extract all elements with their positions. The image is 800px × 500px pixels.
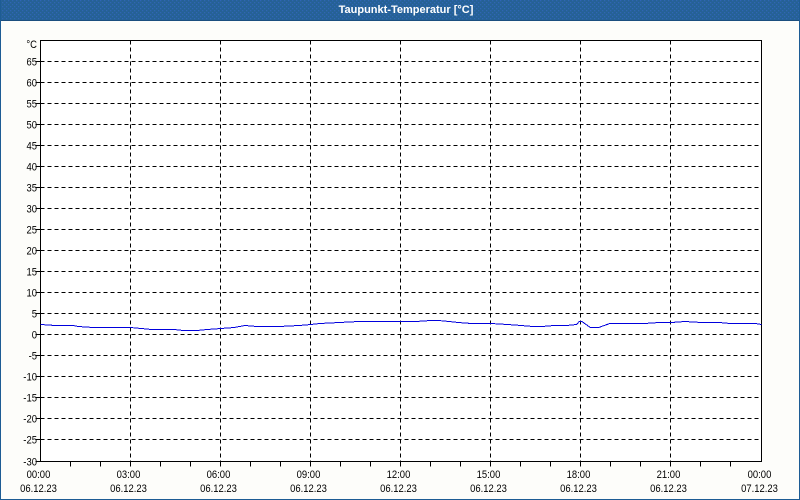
svg-text:-10: -10 bbox=[23, 372, 37, 384]
svg-text:10: 10 bbox=[27, 288, 38, 300]
svg-text:03:00: 03:00 bbox=[117, 469, 141, 481]
svg-text:00:00: 00:00 bbox=[27, 469, 51, 481]
svg-text:40: 40 bbox=[27, 162, 38, 174]
svg-text:09:00: 09:00 bbox=[297, 469, 321, 481]
svg-text:0: 0 bbox=[32, 330, 37, 342]
svg-text:21:00: 21:00 bbox=[657, 469, 681, 481]
svg-text:25: 25 bbox=[27, 225, 38, 237]
svg-text:-20: -20 bbox=[23, 414, 37, 426]
svg-text:60: 60 bbox=[27, 78, 38, 90]
svg-text:20: 20 bbox=[27, 246, 38, 258]
svg-text:07.12.23: 07.12.23 bbox=[741, 483, 778, 495]
svg-text:15:00: 15:00 bbox=[477, 469, 501, 481]
svg-text:06.12.23: 06.12.23 bbox=[110, 483, 147, 495]
svg-text:15: 15 bbox=[27, 267, 38, 279]
svg-text:30: 30 bbox=[27, 204, 38, 216]
svg-text:-5: -5 bbox=[29, 351, 37, 363]
svg-text:06.12.23: 06.12.23 bbox=[650, 483, 687, 495]
svg-text:06.12.23: 06.12.23 bbox=[20, 483, 57, 495]
svg-text:45: 45 bbox=[27, 141, 38, 153]
svg-text:06.12.23: 06.12.23 bbox=[290, 483, 327, 495]
svg-text:18:00: 18:00 bbox=[567, 469, 591, 481]
svg-text:55: 55 bbox=[27, 99, 38, 111]
svg-text:°C: °C bbox=[26, 39, 37, 51]
svg-text:-25: -25 bbox=[23, 435, 37, 447]
svg-text:06.12.23: 06.12.23 bbox=[200, 483, 237, 495]
svg-text:50: 50 bbox=[27, 120, 38, 132]
svg-text:06:00: 06:00 bbox=[207, 469, 231, 481]
svg-text:35: 35 bbox=[27, 183, 38, 195]
svg-text:-30: -30 bbox=[23, 457, 37, 469]
svg-text:06.12.23: 06.12.23 bbox=[470, 483, 507, 495]
svg-text:5: 5 bbox=[32, 309, 37, 321]
svg-text:00:00: 00:00 bbox=[748, 469, 772, 481]
svg-text:06.12.23: 06.12.23 bbox=[380, 483, 417, 495]
svg-text:12:00: 12:00 bbox=[387, 469, 411, 481]
svg-text:06.12.23: 06.12.23 bbox=[560, 483, 597, 495]
svg-text:65: 65 bbox=[27, 57, 38, 69]
svg-text:-15: -15 bbox=[23, 393, 37, 405]
